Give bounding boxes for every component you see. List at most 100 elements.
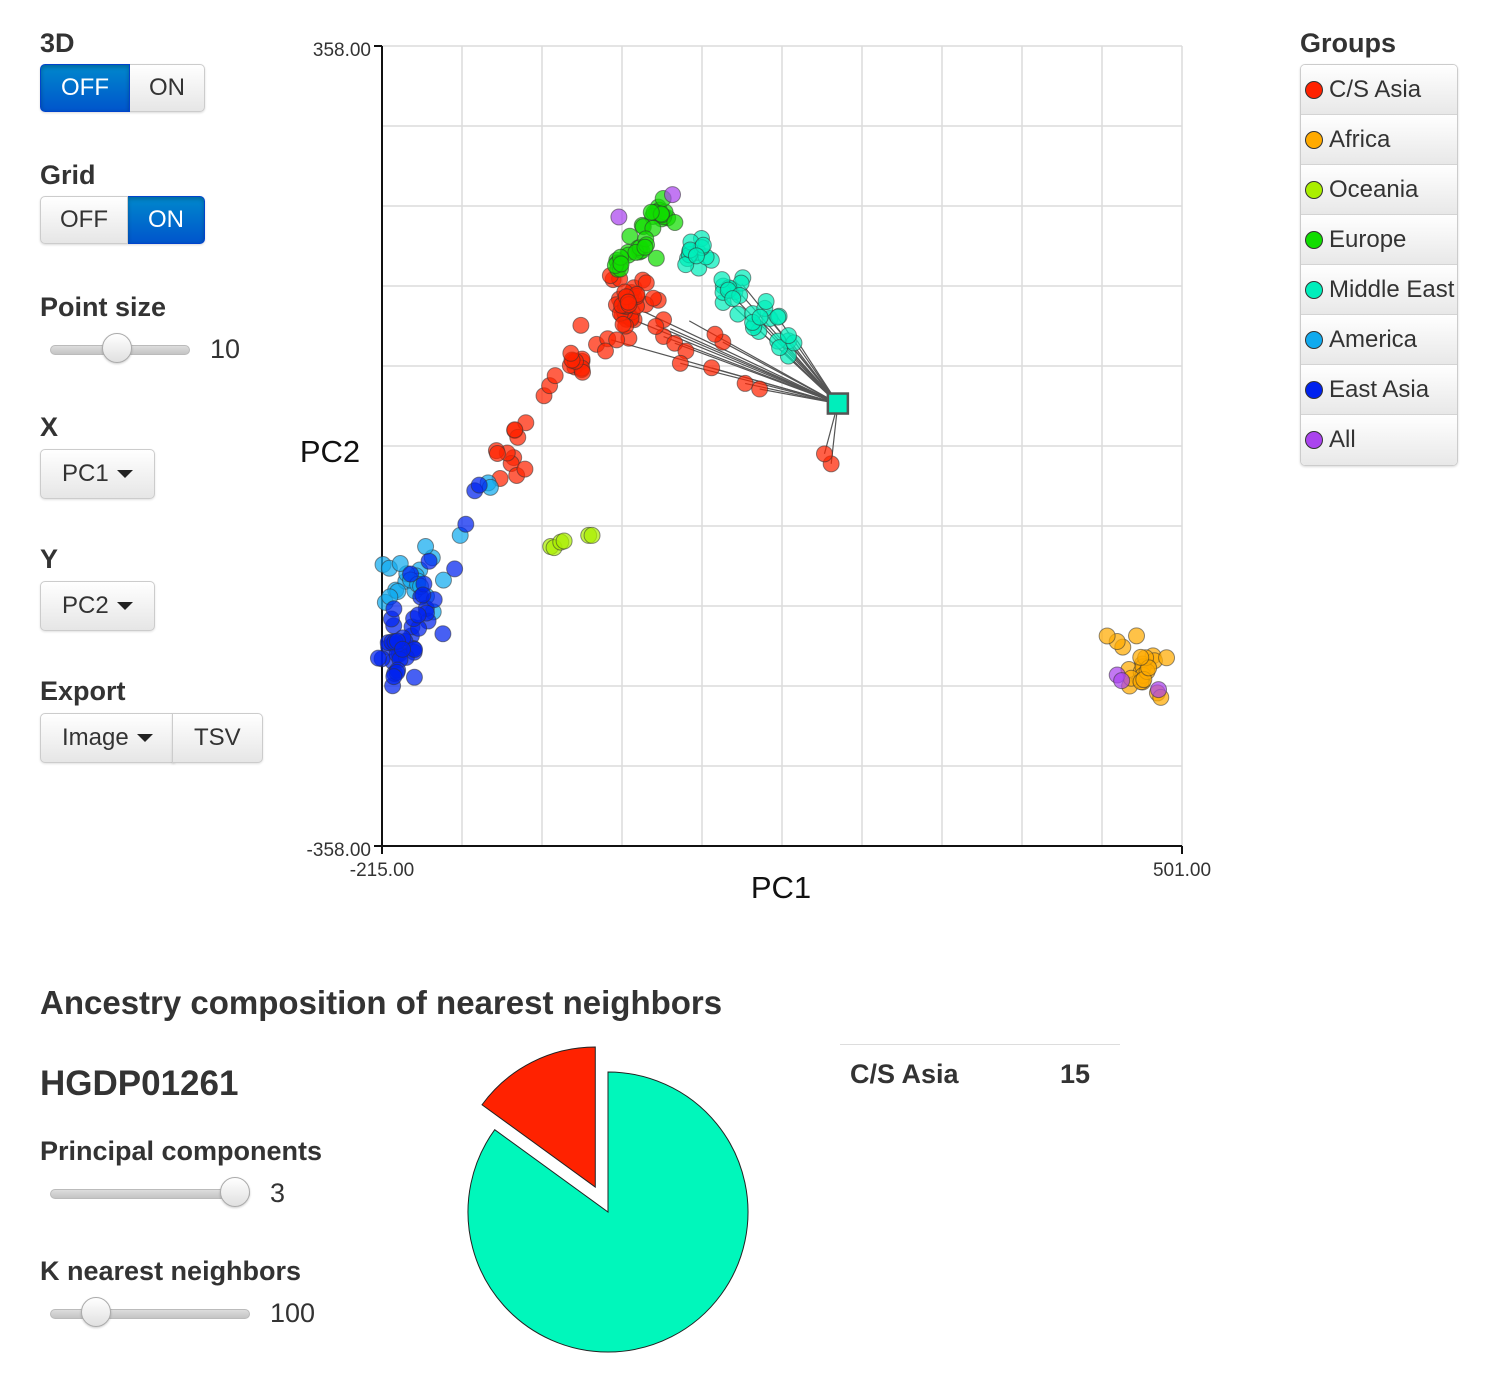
data-point-c-s-asia[interactable]	[562, 344, 580, 362]
legend-color-swatch	[1305, 230, 1323, 249]
legend-item-europe[interactable]: Europe	[1301, 215, 1457, 265]
data-point-c-s-asia[interactable]	[637, 274, 655, 292]
data-point-middle-east[interactable]	[769, 308, 787, 326]
data-point-middle-east[interactable]	[757, 292, 775, 310]
data-point-east-asia[interactable]	[446, 560, 464, 578]
data-point-east-asia[interactable]	[369, 649, 387, 667]
grid-on-button[interactable]: ON	[128, 196, 205, 244]
principal-components-slider[interactable]	[50, 1177, 250, 1208]
caret-down-icon	[136, 734, 153, 742]
slider-handle[interactable]	[101, 333, 132, 363]
slider-handle[interactable]	[220, 1177, 250, 1207]
data-point-all[interactable]	[610, 208, 628, 226]
data-point-c-s-asia[interactable]	[546, 367, 564, 385]
data-point-east-asia[interactable]	[434, 625, 452, 643]
data-point-africa[interactable]	[1128, 627, 1146, 645]
data-point-america[interactable]	[434, 571, 452, 589]
data-point-east-asia[interactable]	[394, 640, 412, 658]
data-point-africa[interactable]	[1132, 648, 1150, 666]
data-point-america[interactable]	[391, 555, 409, 573]
data-point-all[interactable]	[1150, 681, 1168, 699]
data-point-c-s-asia[interactable]	[572, 316, 590, 334]
data-point-east-asia[interactable]	[420, 552, 438, 570]
data-point-east-asia[interactable]	[414, 586, 432, 604]
legend-item-east-asia[interactable]: East Asia	[1301, 365, 1457, 415]
data-point-c-s-asia[interactable]	[671, 354, 689, 372]
x-tick-label-max: 501.00	[1153, 860, 1211, 881]
data-point-oceania[interactable]	[583, 526, 601, 544]
data-point-europe[interactable]	[642, 203, 660, 221]
data-point-east-asia[interactable]	[457, 515, 475, 533]
legend-label: Africa	[1329, 125, 1391, 153]
data-point-c-s-asia[interactable]	[815, 445, 833, 463]
data-point-europe[interactable]	[636, 238, 654, 256]
principal-components-value: 3	[270, 1178, 286, 1208]
legend-color-swatch	[1305, 330, 1323, 349]
data-point-c-s-asia[interactable]	[516, 460, 534, 478]
legend-item-c-s-asia[interactable]: C/S Asia	[1301, 65, 1457, 115]
data-point-all[interactable]	[1113, 672, 1131, 690]
selected-sample	[826, 392, 850, 415]
data-point-c-s-asia[interactable]	[647, 317, 665, 335]
y-axis-dropdown[interactable]: PC2	[40, 581, 155, 631]
data-point-america[interactable]	[417, 538, 435, 556]
threed-on-button[interactable]: ON	[130, 64, 205, 112]
data-point-oceania[interactable]	[555, 532, 573, 550]
k-nearest-label: K nearest neighbors	[40, 1256, 302, 1286]
slider-handle[interactable]	[80, 1297, 111, 1327]
slider-track[interactable]	[50, 1309, 250, 1319]
neighbor-line	[670, 328, 839, 405]
x-tick-label-min: -215.00	[350, 860, 414, 881]
data-point-c-s-asia[interactable]	[644, 289, 662, 307]
legend-label: America	[1329, 325, 1418, 353]
data-point-c-s-asia[interactable]	[736, 374, 754, 392]
legend-color-swatch	[1305, 130, 1323, 149]
data-point-c-s-asia[interactable]	[619, 293, 637, 311]
data-point-middle-east[interactable]	[687, 247, 705, 265]
data-point-europe[interactable]	[647, 249, 665, 267]
legend-item-oceania[interactable]: Oceania	[1301, 165, 1457, 215]
export-tsv-button[interactable]: TSV	[172, 713, 263, 763]
x-axis-selected: PC1	[62, 460, 109, 487]
data-point-africa[interactable]	[1158, 649, 1176, 667]
legend-item-africa[interactable]: Africa	[1301, 115, 1457, 165]
y-tick-label-max: 358.00	[313, 40, 371, 61]
data-point-c-s-asia[interactable]	[751, 380, 769, 398]
data-point-east-asia[interactable]	[385, 668, 403, 686]
data-point-c-s-asia[interactable]	[614, 315, 632, 333]
caret-down-icon	[116, 602, 133, 610]
data-point-east-asia[interactable]	[385, 600, 403, 618]
pca-scatter-plot[interactable]: 358.00 -358.00 -215.00 501.00 PC1 PC2	[0, 0, 1290, 920]
data-point-c-s-asia[interactable]	[703, 359, 721, 377]
data-point-middle-east[interactable]	[779, 327, 797, 345]
threed-label: 3D	[40, 28, 75, 58]
data-point-east-asia[interactable]	[470, 476, 488, 494]
data-point-middle-east[interactable]	[724, 290, 742, 308]
k-nearest-slider[interactable]	[50, 1297, 250, 1328]
data-point-c-s-asia[interactable]	[506, 421, 524, 439]
legend-item-america[interactable]: America	[1301, 315, 1457, 365]
neighbor-line	[711, 367, 839, 405]
point-size-slider[interactable]	[50, 333, 190, 364]
grid-off-button[interactable]: OFF	[40, 196, 128, 244]
selected-sample-marker[interactable]	[826, 392, 850, 415]
export-image-dropdown[interactable]: Image	[40, 713, 175, 763]
data-point-europe[interactable]	[612, 255, 630, 273]
data-point-europe[interactable]	[666, 214, 684, 232]
data-point-c-s-asia[interactable]	[488, 444, 506, 462]
data-point-middle-east[interactable]	[751, 308, 769, 326]
threed-off-button[interactable]: OFF	[40, 64, 130, 112]
data-point-east-asia[interactable]	[409, 606, 427, 624]
data-point-east-asia[interactable]	[405, 668, 423, 686]
data-point-c-s-asia[interactable]	[706, 325, 724, 343]
data-point-africa[interactable]	[1098, 627, 1116, 645]
data-point-c-s-asia[interactable]	[596, 342, 614, 360]
data-point-east-asia[interactable]	[402, 565, 420, 583]
export-image-label: Image	[62, 724, 129, 751]
legend-item-middle-east[interactable]: Middle East	[1301, 265, 1457, 315]
data-point-c-s-asia[interactable]	[608, 331, 626, 349]
x-axis-dropdown[interactable]: PC1	[40, 449, 155, 499]
legend-item-all[interactable]: All	[1301, 415, 1457, 465]
data-point-all[interactable]	[664, 186, 682, 204]
data-point-middle-east[interactable]	[729, 305, 747, 323]
